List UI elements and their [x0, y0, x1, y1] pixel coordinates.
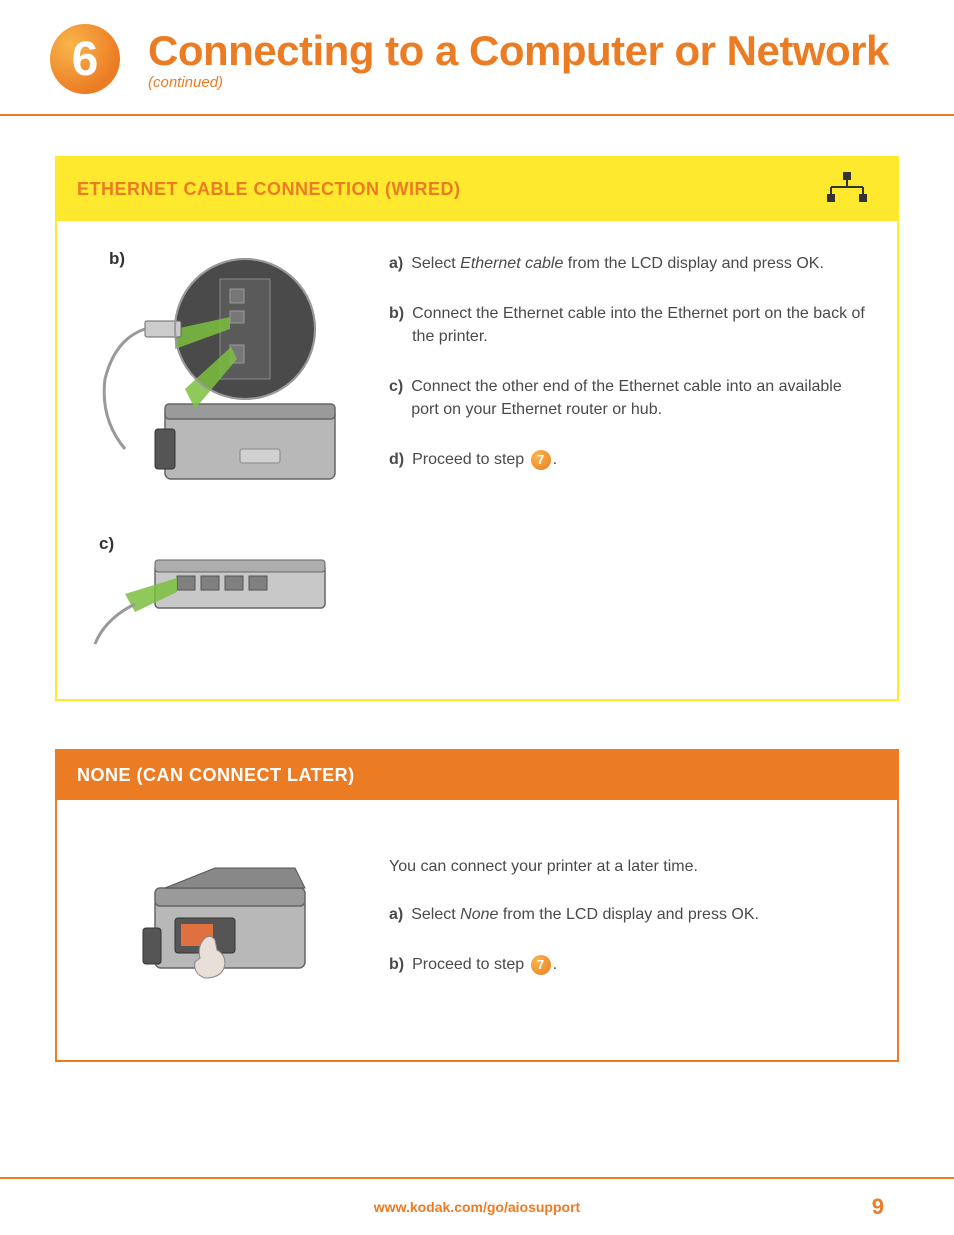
footer-url: www.kodak.com/go/aiosupport [374, 1199, 580, 1215]
step-line: a) Select None from the LCD display and p… [389, 904, 869, 926]
step-text: Connect the other end of the Ethernet ca… [411, 376, 869, 421]
step-line: b) Proceed to step 7. [389, 954, 869, 976]
footer-rule [0, 1177, 954, 1179]
ethernet-section-header: ETHERNET CABLE CONNECTION (WIRED) [57, 158, 897, 221]
ethernet-steps: a) Select Ethernet cable from the LCD dis… [389, 249, 869, 659]
step-number-text: 6 [72, 32, 99, 87]
network-icon [825, 172, 869, 207]
illus-b-wrap: b) [85, 249, 365, 504]
step-letter: d) [389, 449, 404, 471]
intro-text: You can connect your printer at a later … [389, 858, 869, 876]
step-text: Proceed to step 7. [412, 954, 557, 976]
none-steps: You can connect your printer at a later … [389, 828, 869, 1020]
page-footer: www.kodak.com/go/aiosupport 9 [0, 1199, 954, 1215]
none-section-body: You can connect your printer at a later … [57, 800, 897, 1060]
step-text: Select Ethernet cable from the LCD displ… [411, 253, 824, 275]
step-letter: a) [389, 253, 403, 275]
printer-touch-illustration [125, 858, 325, 998]
step-ref-circle: 7 [531, 450, 551, 470]
page-header: 6 Connecting to a Computer or Network (c… [0, 0, 954, 106]
step-line: b)Connect the Ethernet cable into the Et… [389, 303, 869, 348]
ethernet-section-title: ETHERNET CABLE CONNECTION (WIRED) [77, 179, 461, 200]
ethernet-illustrations: b) [85, 249, 365, 659]
ethernet-section: ETHERNET CABLE CONNECTION (WIRED) b) [55, 156, 899, 701]
none-section-header: NONE (CAN CONNECT LATER) [57, 751, 897, 800]
page-number: 9 [872, 1194, 884, 1220]
step-line: a) Select Ethernet cable from the LCD dis… [389, 253, 869, 275]
step-line: c)Connect the other end of the Ethernet … [389, 376, 869, 421]
ethernet-section-body: b) [57, 221, 897, 699]
illus-b-label: b) [109, 249, 125, 269]
step-letter: a) [389, 904, 403, 926]
illus-c-wrap: c) [85, 534, 365, 659]
title-block: Connecting to a Computer or Network (con… [148, 30, 889, 91]
step-letter: c) [389, 376, 403, 421]
illus-c-label: c) [99, 534, 114, 554]
content-area: ETHERNET CABLE CONNECTION (WIRED) b) [0, 116, 954, 1130]
page-subtitle: (continued) [148, 74, 889, 91]
step-line: d) Proceed to step 7. [389, 449, 869, 471]
printer-ethernet-illustration [85, 249, 345, 499]
step-text: Connect the Ethernet cable into the Ethe… [412, 303, 869, 348]
none-section-title: NONE (CAN CONNECT LATER) [77, 765, 355, 786]
step-text: Proceed to step 7. [412, 449, 557, 471]
step-letter: b) [389, 303, 404, 348]
router-illustration [85, 534, 345, 654]
step-text: Select None from the LCD display and pre… [411, 904, 759, 926]
step-number-circle: 6 [50, 24, 120, 94]
page-title: Connecting to a Computer or Network [148, 30, 889, 72]
none-section: NONE (CAN CONNECT LATER) You can connect… [55, 749, 899, 1062]
step-ref-circle: 7 [531, 955, 551, 975]
step-letter: b) [389, 954, 404, 976]
none-illustrations [85, 828, 365, 1020]
